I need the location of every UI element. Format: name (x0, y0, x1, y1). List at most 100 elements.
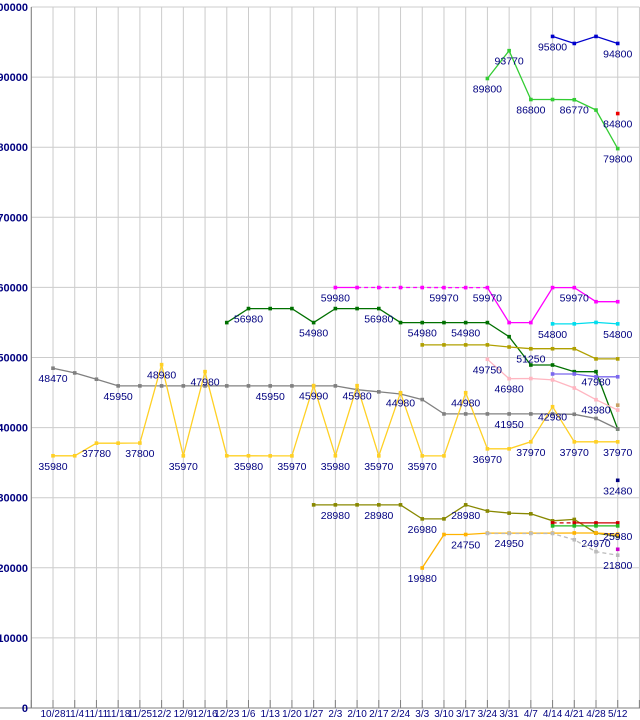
data-point-marker (398, 503, 403, 507)
data-point-marker (507, 511, 511, 515)
point-label: 56980 (234, 314, 263, 326)
data-point-marker (420, 517, 425, 521)
data-point-marker (572, 524, 577, 528)
data-point-marker (377, 390, 381, 394)
data-point-marker (529, 376, 533, 381)
y-axis-label: 20000 (0, 563, 28, 575)
point-label: 35970 (277, 461, 306, 473)
gridlines (30, 6, 640, 708)
data-point-marker (377, 285, 381, 290)
x-axis-label: 11/11 (85, 709, 109, 720)
point-labels-forest-green: 56980 54980 56980 54980 54980 47980 (234, 314, 611, 389)
data-point-marker (507, 447, 511, 451)
x-axis-label: 11/18 (106, 709, 131, 720)
data-point-marker (615, 478, 620, 483)
data-point-marker (572, 369, 577, 374)
data-point-marker (594, 34, 598, 39)
data-point-marker (442, 343, 446, 347)
data-point-marker (615, 41, 620, 46)
axes (0, 7, 640, 709)
x-axis-label: 12/23 (214, 709, 239, 720)
data-point-marker (268, 454, 272, 458)
data-point-marker (550, 34, 555, 39)
point-labels-magenta: 59980 59970 59970 59970 (321, 293, 589, 305)
data-point-marker (268, 306, 272, 311)
data-point-marker (355, 387, 359, 392)
point-label: 26980 (408, 524, 437, 536)
point-label: 95800 (538, 41, 567, 53)
series-tan-point (615, 403, 620, 407)
data-point-marker (615, 146, 620, 151)
data-point-marker (116, 441, 120, 445)
data-point-marker (94, 441, 99, 445)
point-label: 37970 (603, 447, 632, 459)
data-point-marker (615, 408, 620, 412)
series-navy-point (615, 478, 620, 483)
point-labels-gold-zigzag: 35980 37780 37800 48980 35970 47980 35980 35970… (38, 370, 632, 473)
data-point-marker (485, 357, 490, 362)
point-label: 48980 (147, 370, 176, 382)
data-point-marker (224, 453, 229, 458)
data-point-marker (398, 285, 403, 290)
point-label: 86800 (516, 105, 545, 117)
data-point-marker (550, 285, 555, 290)
point-label: 37800 (125, 448, 154, 460)
series-purple-point (615, 547, 620, 552)
data-point-marker (550, 372, 555, 376)
y-axis-label: 40000 (0, 423, 28, 435)
point-labels-pink: 49750 46980 43980 (473, 364, 611, 416)
point-label: 28980 (321, 510, 350, 522)
data-point-marker (377, 454, 381, 458)
data-point-marker (290, 306, 294, 311)
data-point-marker (224, 384, 229, 388)
y-axis-label: 70000 (0, 212, 28, 224)
point-label: 28980 (364, 510, 393, 522)
data-point-marker (377, 503, 381, 507)
data-point-marker (311, 320, 316, 325)
data-point-marker (529, 531, 533, 536)
point-label: 35970 (408, 461, 437, 473)
data-point-marker (290, 384, 294, 388)
data-point-marker (485, 412, 490, 416)
point-label: 54980 (299, 328, 328, 340)
x-axis-label: 4/7 (524, 709, 538, 720)
point-labels-navy-point: 32480 (603, 485, 632, 497)
series-line (421, 532, 618, 569)
data-point-marker (463, 390, 468, 395)
data-point-marker (333, 285, 338, 290)
data-point-marker (507, 412, 511, 416)
point-label: 45990 (299, 391, 328, 403)
data-point-marker (485, 76, 490, 81)
series-slate-blue (550, 372, 620, 379)
data-point-marker (420, 454, 425, 458)
point-label: 28980 (451, 510, 480, 522)
data-point-marker (572, 386, 577, 390)
series-blue-top (550, 34, 620, 46)
data-point-marker (463, 503, 468, 507)
point-label: 24750 (451, 540, 480, 552)
point-label: 47980 (581, 377, 610, 389)
point-label: 54800 (603, 329, 632, 341)
data-point-marker (572, 517, 577, 522)
y-axis-label: 90000 (0, 72, 28, 84)
data-point-marker (594, 531, 598, 535)
data-point-marker (485, 531, 490, 536)
x-axis-label: 1/13 (260, 709, 280, 720)
point-label: 24950 (495, 538, 524, 550)
y-axis-labels: 0 10000 20000 30000 40000 50000 60000 70000 8000… (0, 2, 28, 715)
x-axis-label: 5/12 (608, 709, 628, 720)
data-point-marker (268, 384, 272, 388)
point-label: 36970 (473, 454, 502, 466)
point-label: 45980 (342, 391, 371, 403)
data-point-marker (615, 440, 620, 444)
x-axis-label: 3/10 (434, 709, 454, 720)
data-point-marker (377, 306, 381, 311)
data-point-marker (615, 374, 620, 379)
data-point-marker (572, 440, 577, 444)
data-point-marker (550, 346, 555, 351)
data-point-marker (138, 441, 142, 445)
data-point-marker (203, 369, 207, 374)
data-point-marker (485, 509, 490, 513)
point-label: 21800 (603, 560, 632, 572)
